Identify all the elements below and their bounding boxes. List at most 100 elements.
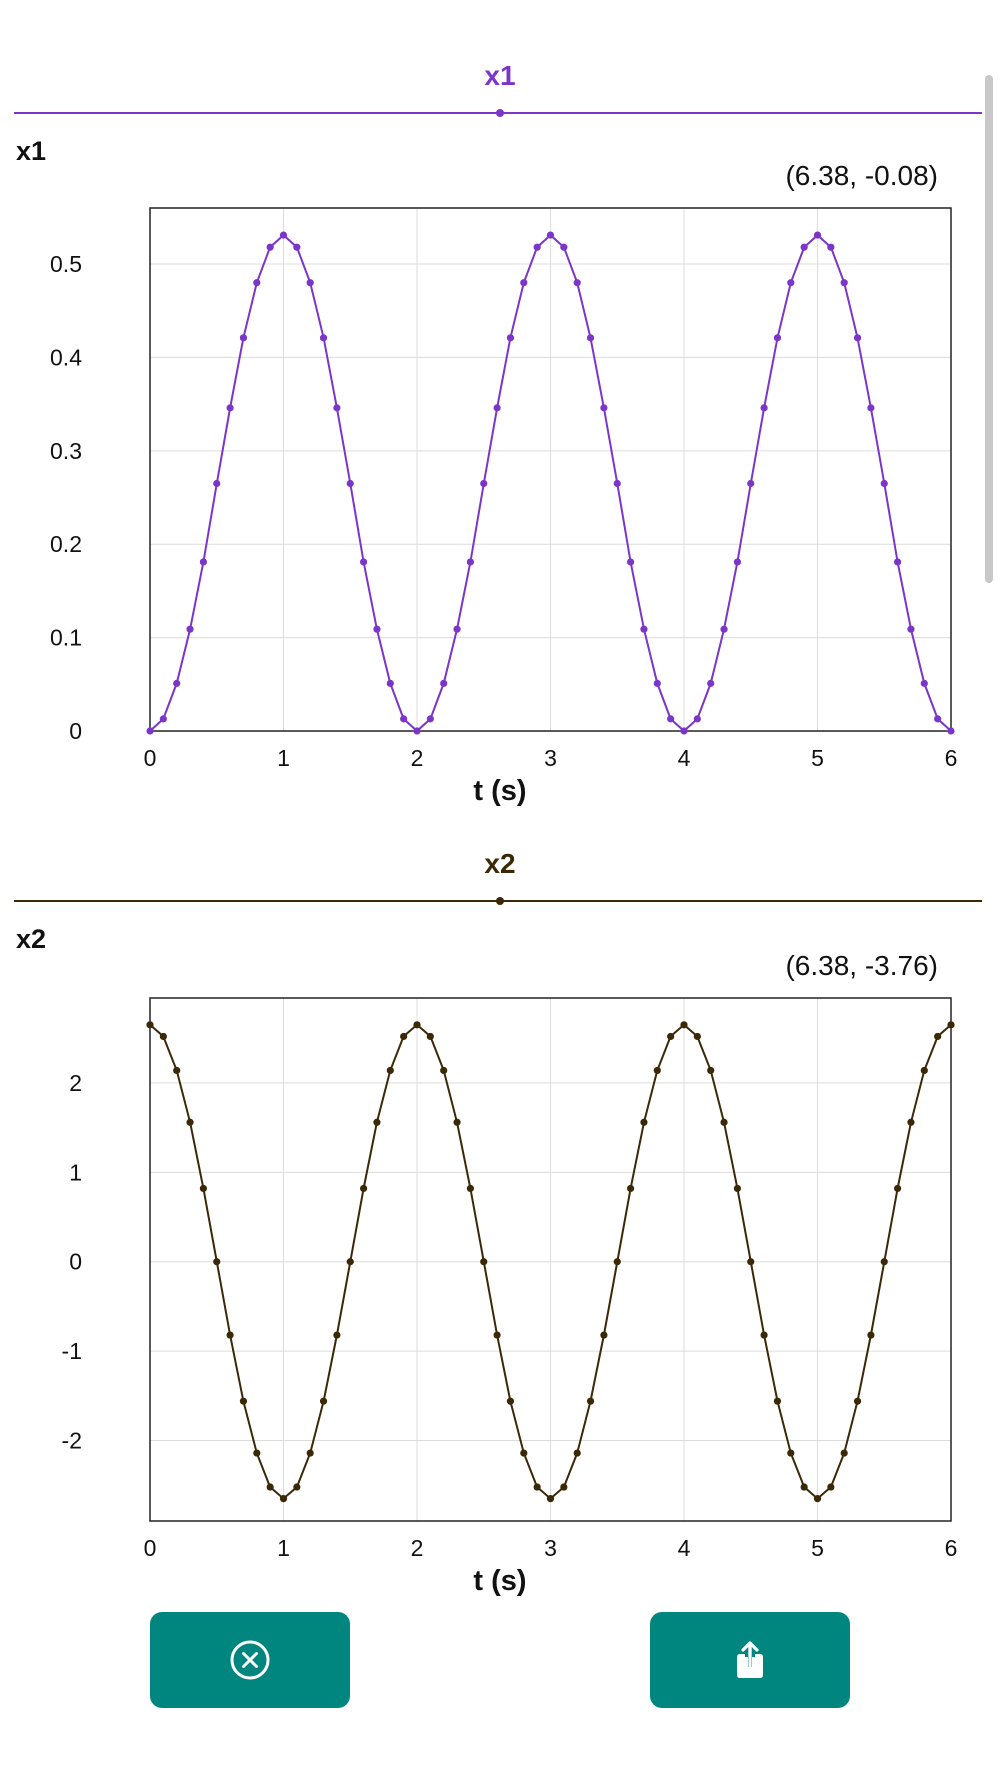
data-point (293, 243, 301, 251)
data-point (266, 1483, 274, 1491)
data-point (506, 334, 515, 342)
y-tick-label: 0.4 (50, 344, 82, 370)
data-point (533, 1483, 541, 1491)
x-tick-label: 2 (411, 1535, 424, 1561)
data-point (707, 1066, 715, 1075)
chart-x1[interactable]: 0 1 2 3 4 5 6 0 0.1 0.2 0.3 0.4 0.5 t (s) (0, 0, 1000, 820)
data-point (800, 243, 808, 251)
data-point (680, 1021, 688, 1029)
data-point (613, 1258, 621, 1266)
data-point (426, 1032, 434, 1041)
x-tick-label: 6 (945, 745, 958, 771)
data-point (346, 1258, 354, 1266)
data-point (867, 404, 875, 412)
data-point (947, 727, 955, 735)
data-point (440, 1066, 448, 1075)
data-point (146, 727, 154, 735)
data-point (934, 715, 942, 723)
data-point (266, 243, 274, 251)
data-point (920, 1066, 928, 1075)
data-point (239, 1397, 248, 1405)
y-tick-label: 0.1 (50, 625, 82, 651)
y-tick-label: 0.3 (50, 438, 82, 464)
data-point (493, 404, 501, 412)
data-point (453, 625, 461, 633)
x-tick-label: 3 (544, 1535, 557, 1561)
data-point (319, 1397, 328, 1405)
data-point (733, 558, 742, 566)
data-point (573, 279, 581, 287)
data-point (667, 1032, 675, 1041)
data-point (600, 1331, 608, 1339)
data-point (573, 1449, 581, 1457)
x-tick-label: 0 (144, 745, 157, 771)
data-point (853, 334, 862, 342)
y-tick-label: 0.2 (50, 531, 82, 557)
data-point (546, 231, 555, 239)
data-point (720, 625, 728, 633)
close-circle-icon (230, 1640, 270, 1680)
panel-title-x1: x1 (484, 60, 516, 91)
x-tick-label: 1 (277, 745, 290, 771)
panel-divider-handle-x1[interactable] (496, 109, 504, 117)
data-point (426, 715, 434, 723)
data-point (813, 231, 822, 239)
y-tick-label: -2 (62, 1428, 82, 1454)
y-axis-label-x2: x2 (16, 924, 47, 954)
data-point (693, 1032, 701, 1041)
data-point (827, 243, 835, 251)
y-tick-label: 2 (69, 1070, 82, 1096)
data-point (293, 1483, 301, 1491)
data-point (907, 625, 915, 633)
data-point (947, 1021, 955, 1029)
scrollbar[interactable] (985, 75, 993, 583)
data-point (199, 558, 207, 566)
data-point (453, 1118, 461, 1126)
y-tick-label: 0.5 (50, 251, 82, 277)
cancel-button[interactable] (150, 1612, 350, 1708)
plot-frame (149, 997, 952, 1522)
data-point (400, 1032, 408, 1041)
data-point (733, 1184, 742, 1193)
data-point (880, 1258, 888, 1266)
y-tick-label: 0 (69, 718, 82, 744)
data-point (653, 679, 661, 687)
data-point (400, 715, 408, 723)
y-tick-label: 1 (69, 1159, 82, 1185)
x-tick-label: 1 (277, 1535, 290, 1561)
data-point (720, 1118, 728, 1126)
data-point (840, 279, 848, 287)
data-point (373, 1118, 381, 1126)
share-button[interactable] (650, 1612, 850, 1708)
x-axis-label: t (s) (473, 1565, 526, 1597)
data-point (506, 1397, 515, 1405)
x-tick-label: 6 (945, 1535, 958, 1561)
share-icon (737, 1641, 763, 1678)
data-point (600, 404, 608, 412)
data-point (773, 334, 782, 342)
data-point (787, 279, 795, 287)
data-point (800, 1483, 808, 1491)
data-point (213, 479, 221, 488)
data-point (894, 1184, 902, 1193)
data-point (199, 1184, 207, 1193)
data-point (680, 727, 688, 735)
data-point (560, 1483, 568, 1491)
data-point (279, 231, 288, 239)
x-tick-label: 4 (678, 1535, 691, 1561)
data-point (306, 1449, 314, 1457)
data-point (186, 625, 194, 633)
data-point (827, 1483, 835, 1491)
data-point (613, 479, 621, 488)
data-point (213, 1258, 221, 1266)
data-point (480, 1258, 488, 1266)
data-point (586, 334, 595, 342)
data-point (173, 679, 181, 687)
data-point (146, 1021, 154, 1029)
data-point (667, 715, 675, 723)
chart-x2[interactable]: 0 1 2 3 4 5 6 -2 -1 0 1 2 t (s) (0, 0, 1000, 1610)
data-point (159, 715, 167, 723)
panel-divider-handle-x2[interactable] (496, 897, 504, 905)
data-point (853, 1397, 862, 1405)
data-point (520, 1449, 528, 1457)
